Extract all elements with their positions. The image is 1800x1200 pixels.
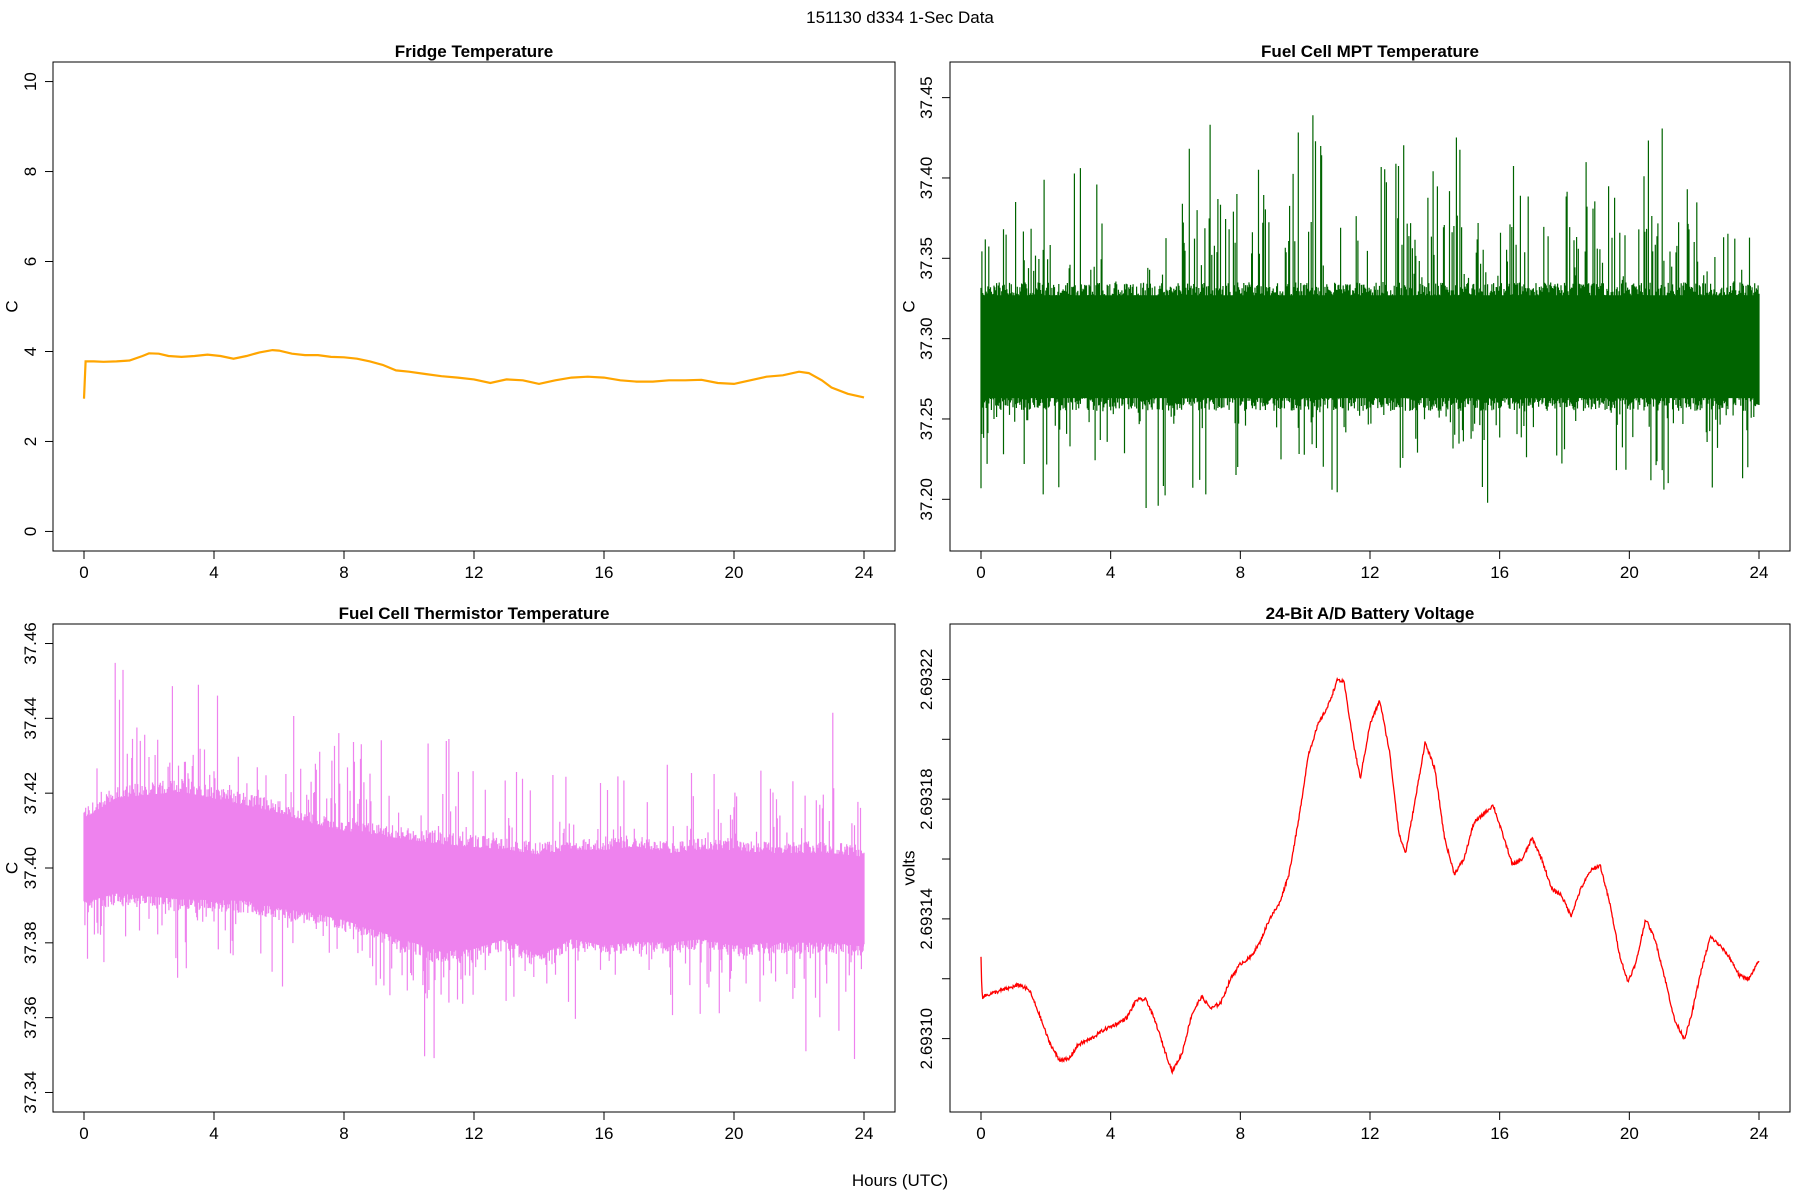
series-core-band: [981, 295, 1759, 399]
y-tick-label: 4: [21, 347, 40, 356]
panel-title: Fuel Cell MPT Temperature: [1261, 42, 1479, 61]
x-tick-label: 4: [209, 1124, 218, 1143]
x-tick-label: 20: [725, 1124, 744, 1143]
y-tick-label: 37.46: [21, 622, 40, 665]
x-tick-label: 24: [1750, 1124, 1769, 1143]
plot-frame: [52, 61, 896, 552]
series-line: [980, 676, 1760, 1075]
y-tick-label: 37.34: [21, 1071, 40, 1114]
figure-title: 151130 d334 1-Sec Data: [806, 8, 994, 27]
panel-title: 24-Bit A/D Battery Voltage: [1266, 604, 1475, 623]
x-tick-label: 8: [1236, 1124, 1245, 1143]
y-tick-label: 37.30: [917, 317, 936, 360]
y-tick-label: 10: [21, 72, 40, 91]
panel-title: Fridge Temperature: [395, 42, 553, 61]
y-tick-label: 37.36: [21, 996, 40, 1039]
x-tick-label: 12: [1361, 1124, 1380, 1143]
y-tick-label: 2.69322: [917, 649, 936, 710]
x-tick-label: 16: [595, 563, 614, 582]
panel-fuel-cell-thermistor-temperature: Fuel Cell Thermistor Temperature C 0 4 8 12…: [2, 604, 896, 1143]
x-tick-label: 4: [1106, 563, 1115, 582]
x-tick-label: 20: [725, 563, 744, 582]
x-tick-label: 20: [1620, 563, 1639, 582]
y-tick-label: 6: [21, 257, 40, 266]
y-tick-label: 8: [21, 167, 40, 176]
x-tick-label: 16: [1490, 563, 1509, 582]
panel-fuel-cell-mpt-temperature: Fuel Cell MPT Temperature C 0 4 8 12 16 20 24 3…: [899, 42, 1791, 582]
y-tick-label: 2.69318: [917, 768, 936, 829]
y-tick-label: 37.40: [21, 847, 40, 890]
x-tick-label: 0: [976, 1124, 985, 1143]
x-tick-label: 24: [855, 1124, 874, 1143]
series-core-band: [84, 791, 864, 956]
x-tick-label: 4: [209, 563, 218, 582]
x-tick-label: 12: [465, 1124, 484, 1143]
x-tick-label: 8: [1236, 563, 1245, 582]
y-axis-label: C: [2, 300, 21, 312]
y-tick-label: 37.35: [917, 237, 936, 280]
y-tick-label: 2: [21, 437, 40, 446]
y-tick-label: 37.20: [917, 478, 936, 521]
series-line: [82, 348, 865, 399]
plot-frame: [949, 623, 1791, 1113]
x-tick-label: 8: [339, 563, 348, 582]
y-tick-label: 2.69314: [917, 888, 936, 949]
y-tick-label: 0: [21, 527, 40, 536]
y-axis-label: C: [2, 862, 21, 874]
y-tick-label: 37.45: [917, 76, 936, 119]
x-tick-label: 20: [1620, 1124, 1639, 1143]
panel-title: Fuel Cell Thermistor Temperature: [339, 604, 610, 623]
x-tick-label: 16: [595, 1124, 614, 1143]
x-tick-label: 12: [1361, 563, 1380, 582]
x-tick-label: 8: [339, 1124, 348, 1143]
x-tick-label: 24: [1750, 563, 1769, 582]
x-tick-label: 0: [976, 563, 985, 582]
y-tick-label: 37.42: [21, 772, 40, 815]
x-tick-label: 0: [79, 563, 88, 582]
x-tick-label: 16: [1490, 1124, 1509, 1143]
y-tick-label: 37.25: [917, 398, 936, 441]
y-tick-label: 37.38: [21, 922, 40, 965]
y-tick-label: 2.69310: [917, 1008, 936, 1069]
shared-x-axis-label: Hours (UTC): [852, 1171, 948, 1190]
x-tick-label: 4: [1106, 1124, 1115, 1143]
y-axis-label: volts: [899, 851, 918, 886]
y-tick-label: 37.40: [917, 157, 936, 200]
x-tick-label: 0: [79, 1124, 88, 1143]
x-tick-label: 24: [855, 563, 874, 582]
x-tick-label: 12: [465, 563, 484, 582]
y-tick-label: 37.44: [21, 697, 40, 740]
y-axis-label: C: [899, 300, 918, 312]
panel-battery-voltage: 24-Bit A/D Battery Voltage volts 0 4 8 12 16…: [899, 604, 1791, 1143]
